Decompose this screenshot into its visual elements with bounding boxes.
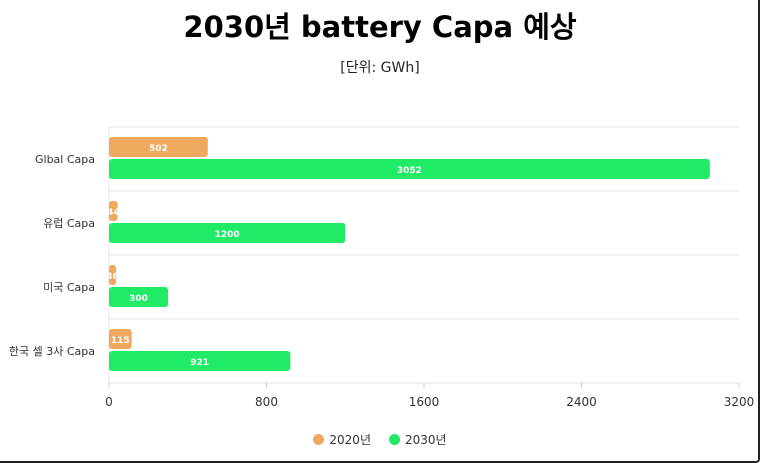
x-tick-label: 3200 [724, 395, 755, 409]
data-label: 115 [111, 336, 130, 346]
x-tick-label: 2400 [566, 395, 597, 409]
data-label: 44 [107, 208, 120, 218]
category-label: 한국 셀 3사 Capa [9, 345, 95, 358]
bar [109, 329, 132, 349]
legend-item[interactable]: 2020년 [313, 431, 371, 448]
chart-title: 2030년 battery Capa 예상 [183, 10, 577, 44]
bar [109, 223, 346, 243]
x-tick-label: 1600 [409, 395, 440, 409]
x-tick-label: 0 [105, 395, 113, 409]
data-label: 36 [106, 272, 119, 282]
legend-item[interactable]: 2030년 [389, 431, 447, 448]
legend-label: 2030년 [405, 433, 447, 447]
x-tick-label: 800 [255, 395, 278, 409]
bar [109, 287, 169, 307]
data-label: 921 [190, 358, 209, 368]
data-label: 3052 [397, 166, 422, 176]
category-label: Glbal Capa [35, 153, 95, 166]
legend-swatch [313, 434, 325, 445]
bar [109, 351, 291, 371]
legend-label: 2020년 [329, 433, 371, 447]
bar [109, 265, 117, 285]
chart-subtitle: [단위: GWh] [340, 60, 420, 76]
data-label: 502 [149, 144, 168, 154]
category-label: 유럽 Capa [43, 216, 95, 230]
bar [109, 201, 118, 221]
data-label: 1200 [215, 230, 240, 240]
bar [109, 137, 208, 157]
bar [109, 159, 710, 179]
chart-legend: 2020년 2030년 [0, 431, 760, 448]
legend-swatch [389, 434, 400, 445]
data-label: 300 [129, 294, 148, 304]
category-label: 미국 Capa [43, 281, 95, 294]
